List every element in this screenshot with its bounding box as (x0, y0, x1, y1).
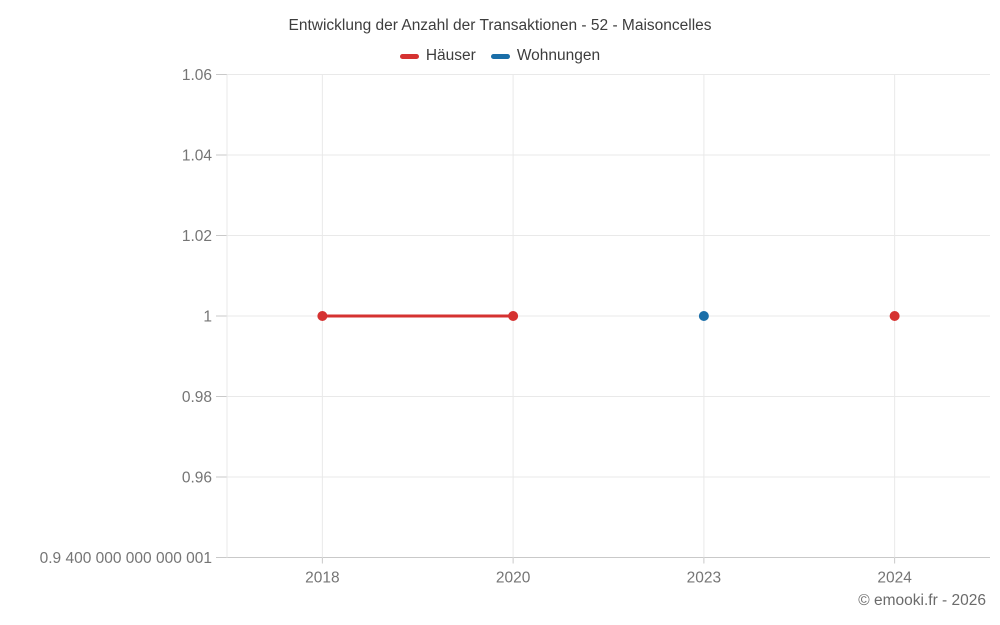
chart-legend: Häuser Wohnungen (0, 47, 1000, 65)
y-axis-label: 1.06 (182, 67, 212, 84)
x-axis-label: 2020 (496, 570, 531, 587)
copyright-footer: © emooki.fr - 2026 (858, 592, 986, 609)
data-point-häuser-2024[interactable] (889, 311, 900, 321)
data-point-häuser-2018[interactable] (317, 311, 328, 321)
x-axis-label: 2023 (687, 570, 721, 587)
series-häuser (317, 311, 900, 321)
legend-item-wohnungen[interactable]: Wohnungen (490, 47, 601, 65)
legend-label-wohnungen: Wohnungen (516, 47, 601, 64)
chart-title: Entwicklung der Anzahl der Transaktionen… (288, 17, 712, 34)
legend-label-haeuser: Häuser (425, 47, 476, 64)
x-axis-label: 2024 (877, 570, 912, 587)
legend-swatch-haeuser-icon (399, 53, 419, 59)
y-axis-label: 1 (203, 309, 212, 326)
data-point-häuser-2020[interactable] (508, 311, 519, 321)
grid: 1.06 1.04 1.02 1 0.98 0.96 0.9 400 000 000 000… (40, 67, 990, 587)
y-axis-label: 0.96 (182, 470, 212, 487)
y-axis-label: 0.98 (182, 389, 212, 406)
data-point-wohnungen-2023[interactable] (698, 311, 709, 321)
y-axis-label: 1.02 (182, 228, 212, 245)
y-axis-label: 1.04 (182, 148, 213, 165)
y-axis-label: 0.9 400 000 000 000 001 (40, 550, 212, 567)
x-axis-label: 2018 (305, 570, 339, 587)
series-wohnungen (698, 311, 709, 321)
legend-item-haeuser[interactable]: Häuser (399, 47, 476, 65)
legend-swatch-wohnungen-icon (490, 53, 510, 59)
